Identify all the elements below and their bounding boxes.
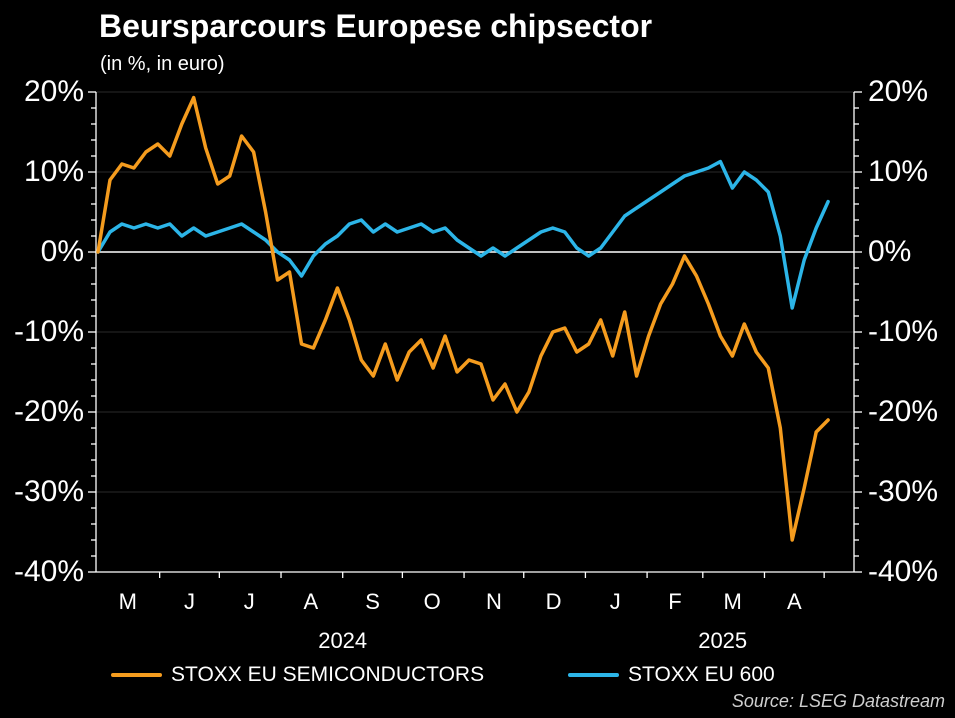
y-axis-label-right: -30% [868, 475, 939, 508]
y-axis-label-left: -10% [13, 315, 84, 348]
y-axis-label-left: 0% [40, 235, 84, 268]
chart-subtitle: (in %, in euro) [100, 53, 225, 75]
y-axis-label-left: 20% [23, 75, 84, 108]
x-axis-year-label: 2024 [318, 628, 368, 653]
x-axis-month-label: M [723, 589, 742, 614]
chart-title: Beursparcours Europese chipsector [99, 8, 653, 44]
y-axis-label-right: -40% [868, 555, 939, 588]
source-note: Source: LSEG Datastream [731, 691, 945, 711]
x-axis-month-label: F [668, 589, 682, 614]
y-axis-label-left: 10% [23, 155, 84, 188]
x-axis-month-label: S [365, 589, 380, 614]
legend-swatch-stoxx600 [568, 673, 619, 677]
legend-swatch-semiconductors [111, 673, 162, 677]
x-axis-month-label: N [485, 589, 502, 614]
y-axis-label-right: 0% [868, 235, 912, 268]
legend-label-stoxx600: STOXX EU 600 [628, 663, 775, 686]
y-axis-label-left: -30% [13, 475, 84, 508]
x-axis-month-label: J [184, 589, 195, 614]
y-axis-label-right: 10% [868, 155, 929, 188]
y-axis-label-left: -20% [13, 395, 84, 428]
y-axis-label-right: -20% [868, 395, 939, 428]
y-axis-label-right: -10% [868, 315, 939, 348]
y-axis-label-left: -40% [13, 555, 84, 588]
x-axis-month-label: J [609, 589, 621, 614]
x-axis-month-label: A [786, 589, 802, 614]
x-axis-month-label: A [303, 589, 319, 614]
x-axis-year-label: 2025 [698, 628, 748, 653]
x-axis-month-label: J [243, 589, 255, 614]
x-axis-month-label: O [423, 589, 441, 614]
x-axis-month-label: M [118, 589, 137, 614]
series-stoxx-eu-600 [96, 159, 830, 310]
x-axis-month-label: D [545, 589, 562, 614]
legend-label-semiconductors: STOXX EU SEMICONDUCTORS [171, 663, 485, 686]
y-axis-label-right: 20% [868, 75, 929, 108]
series-stoxx-eu-semiconductors [96, 95, 830, 542]
